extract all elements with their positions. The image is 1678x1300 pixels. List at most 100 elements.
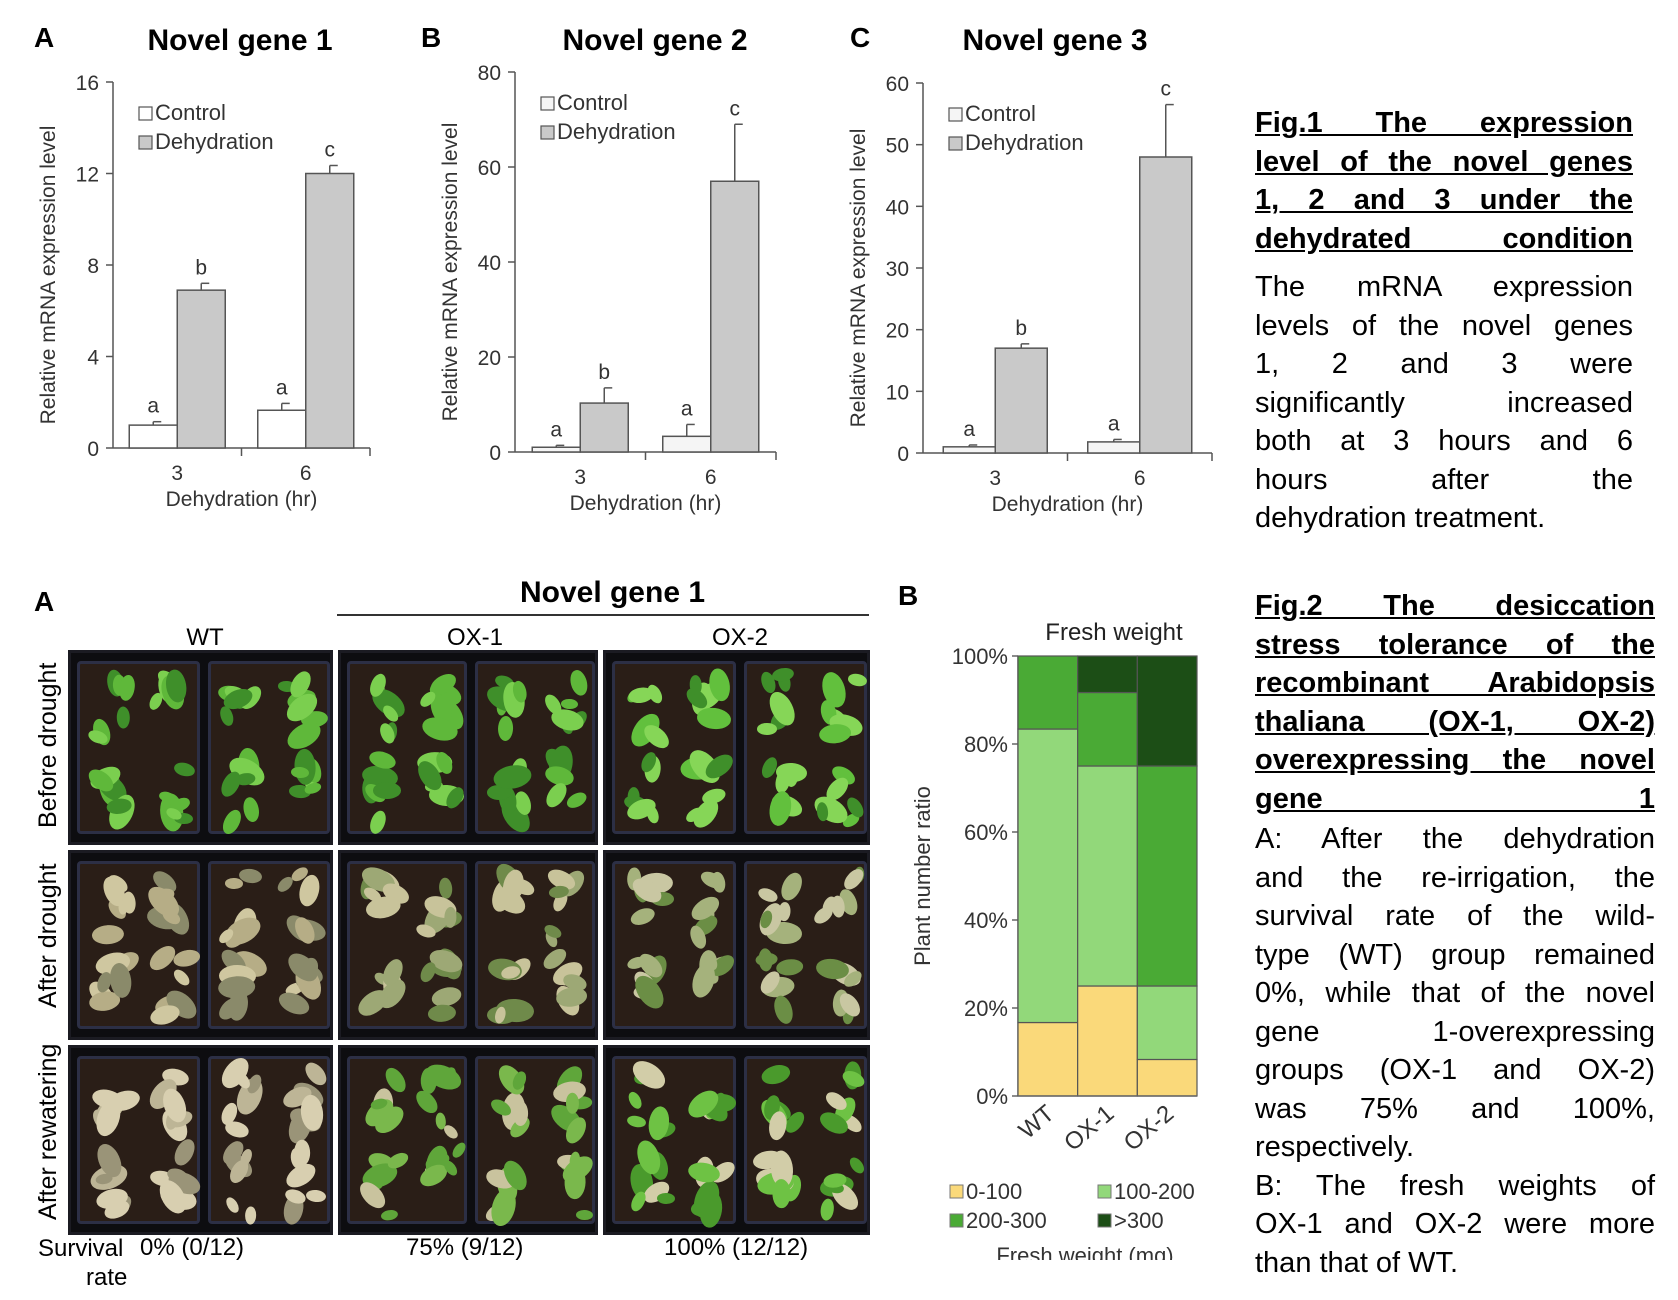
plant-leaf [840, 1067, 867, 1090]
chart-title-gene-2: Novel gene 2 [562, 24, 748, 57]
photo-tray [68, 650, 333, 845]
bar-dehydration [305, 172, 355, 449]
significance-letter: c [1161, 78, 1172, 101]
plant-leaf [224, 877, 243, 889]
plant-leaf [756, 886, 779, 905]
y-tick-label: 60% [964, 820, 1008, 845]
fig2-body-line: and the re-irrigation, the [1255, 861, 1655, 894]
plant-leaf [759, 1062, 793, 1088]
panel-letter-a: A [34, 22, 55, 53]
plant-pot [77, 661, 200, 834]
plant-leaf [846, 671, 867, 688]
legend-swatch [138, 106, 153, 121]
col-label-ox2: OX-2 [711, 624, 768, 651]
chart-fresh-weight: Fresh weight 0% 20% 40% 60% 80% 100% Plant numb… [910, 619, 1198, 1260]
panel-letter-c: C [850, 22, 871, 53]
plant-leaf [242, 796, 262, 824]
fig1-body-line: both at 3 hours and 6 [1255, 425, 1633, 457]
plant-leaf [171, 947, 202, 970]
survival-label-line1: Survival [38, 1235, 124, 1262]
plant-leaf [563, 789, 589, 811]
fig2-caption-body: A: After the dehydration and the re-irri… [1255, 820, 1655, 1282]
y-tick-label: 50 [886, 135, 909, 158]
plant-leaf [223, 1118, 251, 1140]
fig1-body-line: 1, 2 and 3 were [1255, 348, 1633, 380]
gene-header-rule [337, 614, 869, 616]
significance-letter: c [730, 97, 741, 120]
survival-ox1: 75% (9/12) [406, 1234, 524, 1261]
y-tick-label: 80 [478, 62, 501, 85]
col-label-wt: WT [186, 624, 224, 651]
plant-leaf [492, 762, 534, 792]
y-axis-label: Relative mRNA expression level [37, 126, 60, 425]
plant-leaf [628, 1055, 671, 1094]
fresh-weight-chart: Fresh weight 0% 20% 40% 60% 80% 100% Plant numb… [910, 619, 1198, 1260]
survival-ox2: 100% (12/12) [664, 1234, 809, 1261]
plant-pot [743, 861, 867, 1029]
fig2-panel-letter-a: A [34, 586, 55, 617]
photo-tray [338, 650, 598, 845]
y-tick-label: 60 [886, 73, 909, 96]
plant-pot [77, 1056, 203, 1224]
significance-letter: a [276, 376, 288, 399]
legend-label: Dehydration [557, 119, 676, 144]
legend-label: Control [155, 100, 226, 125]
fig2-title-line: overexpressing the novel [1255, 744, 1655, 776]
y-tick-label: 20 [886, 320, 909, 343]
plant-pot [475, 661, 595, 838]
fig2-body-line: than that of WT. [1255, 1246, 1459, 1279]
y-tick-label: 40% [964, 908, 1008, 933]
plant-leaf [777, 870, 806, 905]
legend-label: Dehydration [965, 130, 1084, 155]
photo-tray [603, 850, 870, 1040]
chart-title-gene-3: Novel gene 3 [962, 24, 1148, 57]
plant-pot [743, 1056, 867, 1224]
plant-leaf [757, 723, 777, 736]
plant-leaf [116, 706, 130, 730]
chart-gene1: 0 4 8 12 16 Relative mRNA expression level 3 a b… [37, 72, 371, 511]
x-axis-label: Dehydration (hr) [570, 492, 722, 515]
plant-leaf [372, 782, 402, 800]
plant-leaf [657, 1192, 676, 1205]
bar-control [531, 446, 581, 453]
plant-leaf [770, 993, 796, 1026]
stack-segment-1 [1077, 985, 1138, 1097]
legend-swatch [540, 96, 555, 111]
legend-label: >300 [1114, 1208, 1164, 1233]
stack-segment-0 [1017, 655, 1079, 730]
fig1-body-line: hours after the [1255, 463, 1633, 496]
y-tick-label: 12 [76, 164, 99, 187]
y-axis-label: Plant number ratio [910, 786, 935, 966]
plant-leaf [771, 666, 796, 684]
fig2-body-line: was 75% and 100%, [1255, 1092, 1655, 1125]
plant-pot [207, 661, 330, 837]
plant-pot [475, 1056, 595, 1229]
bar-control [257, 409, 307, 449]
fig1-title-line: Fig.1 The expression [1255, 107, 1633, 139]
fig2-body-line: B: The fresh weights of [1255, 1169, 1655, 1202]
plant-pot [207, 1053, 330, 1227]
fig2-panel-letter-b: B [898, 580, 919, 611]
significance-letter: b [195, 256, 207, 279]
stack-segment-2 [1136, 765, 1198, 987]
plant-leaf [575, 1210, 593, 1221]
panel-letter-b: B [421, 22, 442, 53]
y-tick-label: 40 [478, 252, 501, 275]
plant-leaf [772, 1179, 791, 1209]
fig2-body-line: OX-1 and OX-2 were more [1255, 1208, 1655, 1240]
fig2-caption: Fig.2 The desiccation stress tolerance o… [1255, 587, 1655, 1282]
y-tick-label: 20 [478, 347, 501, 370]
bar-dehydration [1139, 156, 1193, 454]
survival-label-line2: rate [86, 1264, 128, 1291]
fig2-title-line: thaliana (OX-1, OX-2) [1255, 705, 1655, 738]
significance-letter: a [147, 395, 159, 418]
plant-pot [612, 1055, 739, 1230]
plant-leaf [293, 1139, 311, 1167]
y-tick-label: 0 [87, 438, 99, 461]
fig2-title-line: Fig.2 The desiccation [1255, 590, 1655, 622]
chart-title-gene-1: Novel gene 1 [147, 24, 333, 57]
y-tick-label: 80% [964, 732, 1008, 757]
plant-pot [612, 861, 739, 1029]
fig1-caption: Fig.1 The expression level of the novel … [1255, 104, 1633, 538]
legend-label: Control [557, 90, 628, 115]
